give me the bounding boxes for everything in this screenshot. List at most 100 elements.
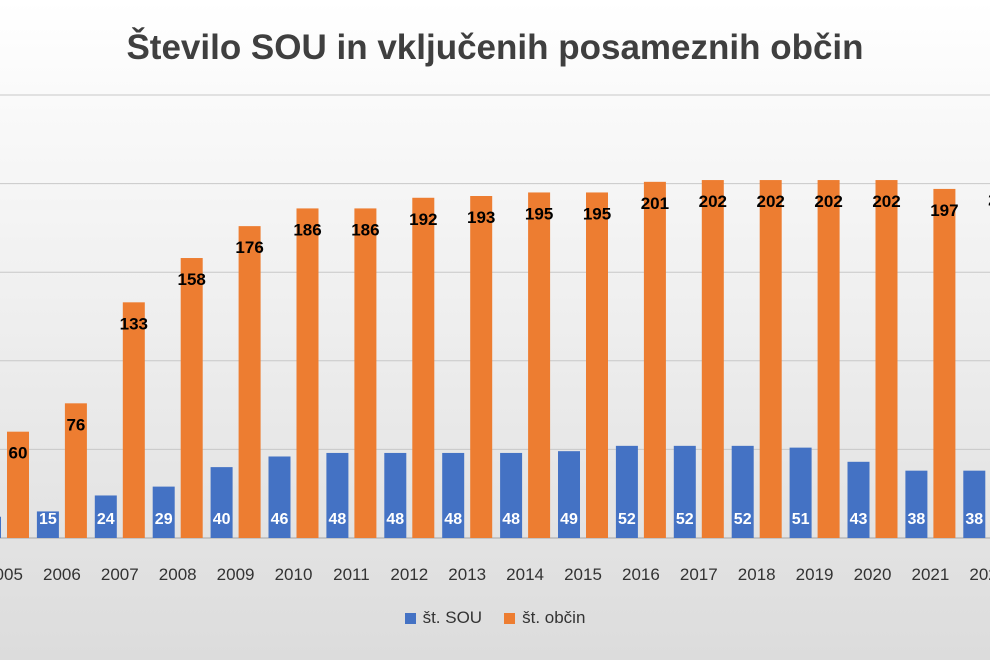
bar-sou (268, 456, 291, 538)
data-label-sou: 29 (155, 511, 173, 528)
bar-sou (963, 470, 986, 538)
x-tick-label: 2012 (390, 565, 428, 584)
data-label-sou: 51 (792, 511, 810, 528)
legend-swatch-obcin (504, 612, 516, 624)
x-tick-label: 2016 (622, 565, 660, 584)
bar-obcin (528, 192, 551, 538)
data-label-obcin: 133 (120, 314, 148, 333)
bar-sou (210, 467, 233, 538)
bar-sou (615, 445, 638, 538)
data-label-obcin: 186 (351, 220, 379, 239)
legend-label-obcin: št. občin (522, 608, 586, 627)
data-label-obcin: 203 (988, 190, 990, 209)
legend-item-sou: št. SOU (404, 608, 483, 628)
bar-obcin (354, 208, 377, 538)
data-label-obcin: 202 (814, 192, 842, 211)
legend-item-obcin: št. občin (504, 608, 585, 628)
bar-obcin (875, 180, 898, 538)
x-tick-label: 2014 (506, 565, 544, 584)
data-label-sou: 48 (444, 511, 462, 528)
x-axis-ticks: 2005 2006 2007 2008 2009 2010 2011 2012 2013 2014… (0, 565, 990, 584)
bar-obcin (122, 302, 145, 538)
bar-obcin (470, 196, 493, 538)
x-tick-label: 2020 (854, 565, 892, 584)
x-tick-label: 2015 (564, 565, 602, 584)
bar-sou (905, 470, 928, 538)
bar-obcin (296, 208, 319, 538)
x-tick-label: 2022 (969, 565, 990, 584)
bar-sou (558, 451, 580, 538)
x-tick-label: 2007 (101, 565, 139, 584)
bar-sou (384, 452, 407, 538)
bar-obcin (238, 226, 261, 539)
data-label-sou: 48 (386, 511, 404, 528)
x-tick-label: 2017 (680, 565, 718, 584)
data-label-sou: 38 (908, 511, 926, 528)
legend-swatch-sou (404, 612, 416, 624)
bar-obcin (180, 258, 203, 538)
bar-obcin (817, 180, 840, 538)
data-labels: 1260157624133291584017646186481864819248… (9, 190, 990, 528)
data-label-obcin: 76 (66, 415, 85, 434)
bar-obcin (759, 180, 782, 538)
data-label-sou: 46 (271, 511, 289, 528)
x-tick-label: 2019 (796, 565, 834, 584)
data-label-sou: 48 (502, 511, 520, 528)
data-label-obcin: 202 (757, 192, 785, 211)
bar-obcin (64, 403, 87, 538)
x-tick-label: 2006 (43, 565, 81, 584)
bars (0, 180, 986, 539)
x-tick-label: 2008 (159, 565, 197, 584)
data-label-obcin: 195 (525, 204, 553, 223)
bar-sou (673, 445, 696, 538)
bar-obcin (7, 431, 29, 538)
data-label-sou: 52 (618, 511, 636, 528)
bar-sou (847, 461, 870, 538)
bar-obcin (933, 188, 956, 538)
bar-sou (326, 452, 349, 538)
bar-sou (442, 452, 465, 538)
data-label-obcin: 186 (293, 220, 321, 239)
data-label-obcin: 201 (641, 194, 669, 213)
data-label-sou: 52 (676, 511, 694, 528)
data-label-obcin: 195 (583, 204, 611, 223)
bar-sou (731, 445, 754, 538)
bar-sou (0, 516, 1, 538)
legend: št. SOU št. občin (0, 608, 990, 628)
data-label-obcin: 202 (699, 192, 727, 211)
data-label-obcin: 202 (872, 192, 900, 211)
data-label-sou: 24 (97, 511, 115, 528)
data-label-sou: 49 (560, 511, 578, 528)
bar-sou (152, 486, 175, 538)
x-tick-label: 2011 (333, 565, 370, 584)
data-label-obcin: 158 (178, 270, 206, 289)
x-tick-label: 2005 (0, 565, 23, 584)
bar-obcin (701, 180, 724, 538)
x-tick-label: 2018 (738, 565, 776, 584)
bar-sou (36, 511, 59, 538)
data-label-sou: 52 (734, 511, 752, 528)
x-tick-label: 2010 (275, 565, 313, 584)
data-label-sou: 38 (965, 511, 983, 528)
data-label-sou: 40 (213, 511, 231, 528)
bar-obcin (412, 197, 435, 538)
data-label-obcin: 193 (467, 208, 495, 227)
data-label-obcin: 60 (9, 444, 28, 463)
data-label-sou: 48 (329, 511, 347, 528)
data-label-obcin: 197 (930, 201, 958, 220)
data-label-sou: 15 (39, 511, 57, 528)
bar-obcin (586, 192, 608, 538)
data-label-sou: 43 (850, 511, 868, 528)
chart-title: Število SOU in vključenih posameznih obč… (126, 28, 864, 67)
bar-sou (94, 495, 117, 538)
data-label-obcin: 176 (235, 238, 263, 257)
x-tick-label: 2013 (448, 565, 486, 584)
gridlines (0, 94, 990, 539)
x-tick-label: 2009 (217, 565, 255, 584)
legend-label-sou: št. SOU (422, 608, 483, 627)
data-label-obcin: 192 (409, 210, 437, 229)
bar-sou (500, 452, 523, 538)
bar-obcin (643, 181, 666, 538)
x-tick-label: 2021 (911, 565, 949, 584)
